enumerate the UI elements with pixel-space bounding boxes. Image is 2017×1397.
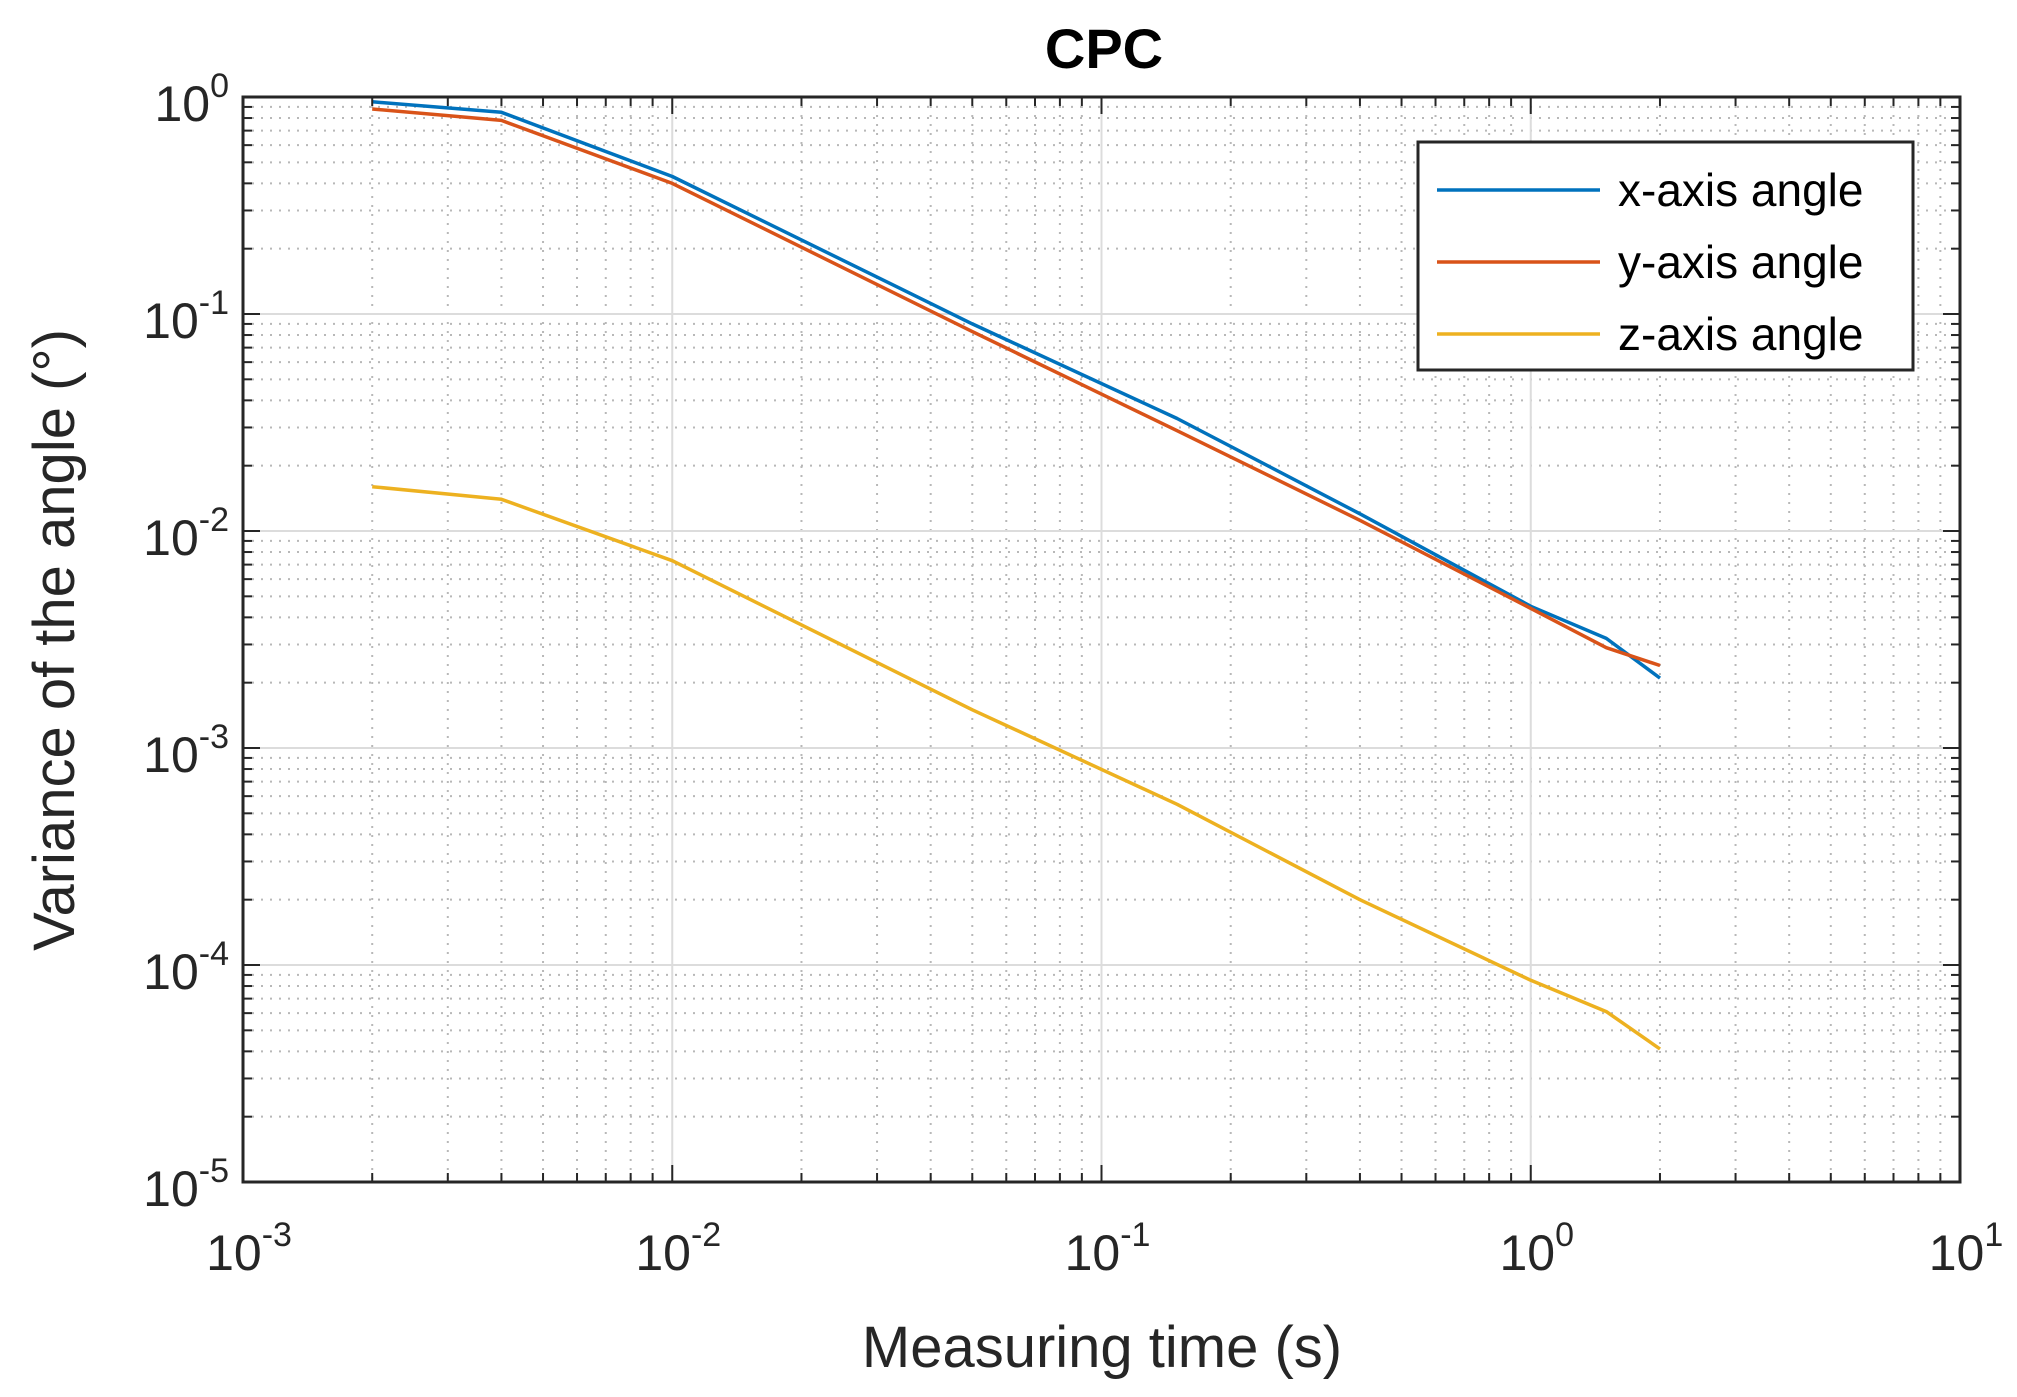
y-tick-label: 10-5 [143, 1152, 229, 1217]
series-line-2 [372, 107, 1661, 668]
series-line-3 [372, 484, 1662, 1051]
y-tick-base: 10 [143, 944, 199, 1000]
y-tick-exponent: -2 [199, 501, 229, 539]
y-tick-exponent: -3 [199, 718, 229, 756]
legend: x-axis angle y-axis angle z-axis angle [1416, 140, 1915, 372]
series-line-1 [372, 100, 1662, 680]
x-tick-base: 10 [1499, 1225, 1555, 1281]
x-tick-exponent: 0 [1555, 1216, 1574, 1254]
y-tick-exponent: -4 [199, 935, 229, 973]
x-tick-base: 10 [206, 1225, 262, 1281]
legend-label-1: x-axis angle [1618, 164, 1863, 216]
y-tick-label: 10-3 [143, 718, 229, 783]
x-tick-label: 10-3 [206, 1216, 292, 1281]
y-tick-label: 100 [154, 67, 229, 132]
x-tick-exponent: 1 [1984, 1216, 2003, 1254]
x-tick-exponent: -2 [691, 1216, 721, 1254]
y-tick-label: 10-2 [143, 501, 229, 566]
legend-label-2: y-axis angle [1618, 236, 1863, 288]
legend-label-3: z-axis angle [1618, 308, 1863, 360]
y-tick-label: 10-4 [143, 935, 229, 1000]
y-tick-exponent: 0 [210, 67, 229, 105]
y-tick-base: 10 [143, 293, 199, 349]
tick-marks [242, 96, 1961, 1183]
x-tick-labels: 10-3 10-2 10-1 100 101 [206, 1216, 2003, 1281]
x-tick-base: 10 [1065, 1225, 1121, 1281]
x-tick-label: 10-2 [635, 1216, 721, 1281]
x-tick-label: 10-1 [1065, 1216, 1151, 1281]
x-axis-label: Measuring time (s) [862, 1315, 1342, 1380]
y-tick-exponent: -1 [199, 284, 229, 322]
x-tick-exponent: -1 [1120, 1216, 1150, 1254]
legend-entries: x-axis angle y-axis angle z-axis angle [1437, 164, 1863, 360]
y-tick-base: 10 [154, 76, 210, 132]
y-tick-label: 10-1 [143, 284, 229, 349]
series-layer [372, 100, 1662, 1051]
x-tick-base: 10 [635, 1225, 691, 1281]
y-tick-base: 10 [143, 727, 199, 783]
x-tick-base: 10 [1929, 1225, 1985, 1281]
y-tick-base: 10 [143, 510, 199, 566]
chart-title: CPC [1045, 17, 1163, 80]
y-axis-label: Variance of the angle (°) [22, 329, 87, 951]
y-tick-base: 10 [143, 1161, 199, 1217]
x-tick-label: 100 [1499, 1216, 1574, 1281]
legend-box [1416, 140, 1915, 372]
y-tick-exponent: -5 [199, 1152, 229, 1190]
x-tick-label: 101 [1929, 1216, 2004, 1281]
x-tick-exponent: -3 [262, 1216, 292, 1254]
